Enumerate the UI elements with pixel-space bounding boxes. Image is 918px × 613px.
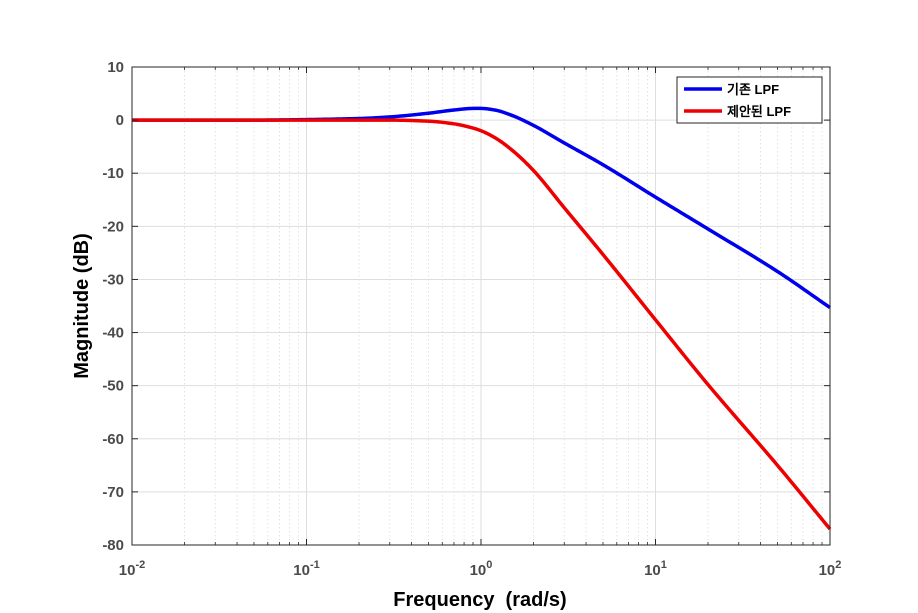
y-tick-label: -70 [102,484,124,501]
y-tick-labels: 10 0 -10 -20 -30 -40 -50 -60 -70 -80 [102,59,124,554]
x-tick-label: 102 [819,559,842,579]
x-tick-label: 10-1 [293,559,319,579]
x-tick-label: 10-2 [119,559,145,579]
x-axis-label: Frequency (rad/s) [393,589,566,611]
y-tick-label: -80 [102,537,124,554]
y-tick-label: -30 [102,271,124,288]
legend-box [676,76,823,124]
series-line-2 [132,118,832,531]
legend: 기존 LPF 제안된 LPF [676,76,823,124]
y-tick-label: -40 [102,325,124,342]
y-tick-label: -10 [102,165,124,182]
axis-ticks [131,66,831,546]
x-tick-label: 101 [644,559,667,579]
x-tick-labels: 10-2 10-1 100 101 102 [119,559,842,579]
y-tick-label: -20 [102,218,124,235]
y-tick-label: 0 [116,112,124,129]
y-tick-label: 10 [107,59,124,76]
legend-label-series-2: 제안된 LPF [727,104,791,119]
legend-label-series-1: 기존 LPF [727,82,779,97]
y-axis-label: Magnitude (dB) [71,233,93,379]
series-layer [132,106,832,531]
y-tick-label: -50 [102,378,124,395]
x-tick-label: 100 [470,559,493,579]
y-tick-label: -60 [102,431,124,448]
